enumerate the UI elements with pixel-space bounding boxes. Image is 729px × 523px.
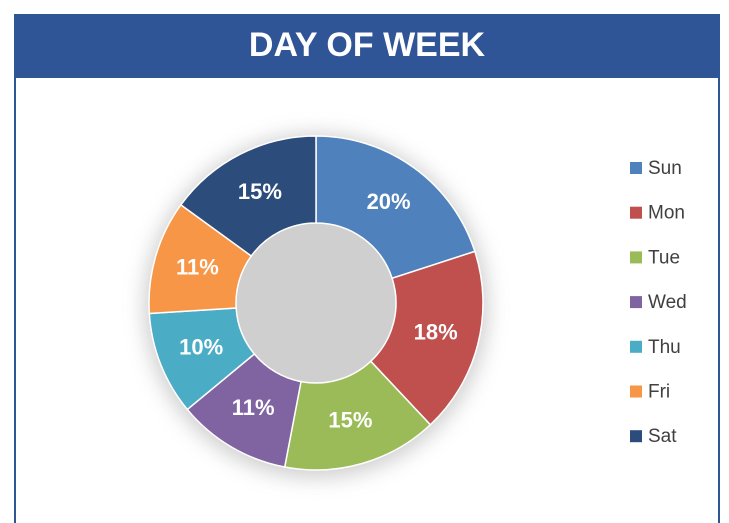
- header-bar: [14, 14, 720, 78]
- chart-title: DAY OF WEEK: [249, 26, 486, 64]
- legend-label: Fri: [648, 382, 670, 403]
- legend-swatch: [630, 296, 642, 309]
- legend-label: Sat: [648, 426, 677, 447]
- data-label: 18%: [414, 320, 458, 345]
- legend-label: Sun: [648, 158, 682, 179]
- data-label: 11%: [176, 254, 219, 279]
- slice: [315, 135, 476, 280]
- legend-swatch: [630, 385, 642, 398]
- legend-label: Mon: [648, 203, 685, 224]
- slice: [369, 250, 484, 426]
- legend-swatch: [630, 340, 642, 353]
- legend-swatch: [630, 251, 642, 264]
- data-label: 20%: [367, 189, 411, 214]
- data-label: 11%: [232, 395, 275, 420]
- legend-label: Tue: [648, 247, 680, 268]
- legend-swatch: [630, 430, 642, 443]
- legend-swatch: [630, 206, 642, 219]
- slice: [179, 135, 317, 258]
- data-label: 15%: [328, 407, 372, 432]
- legend-swatch: [630, 162, 642, 174]
- data-label: 10%: [179, 334, 223, 359]
- legend-label: Thu: [648, 337, 681, 358]
- data-label: 15%: [238, 179, 282, 204]
- legend-label: Wed: [648, 292, 687, 313]
